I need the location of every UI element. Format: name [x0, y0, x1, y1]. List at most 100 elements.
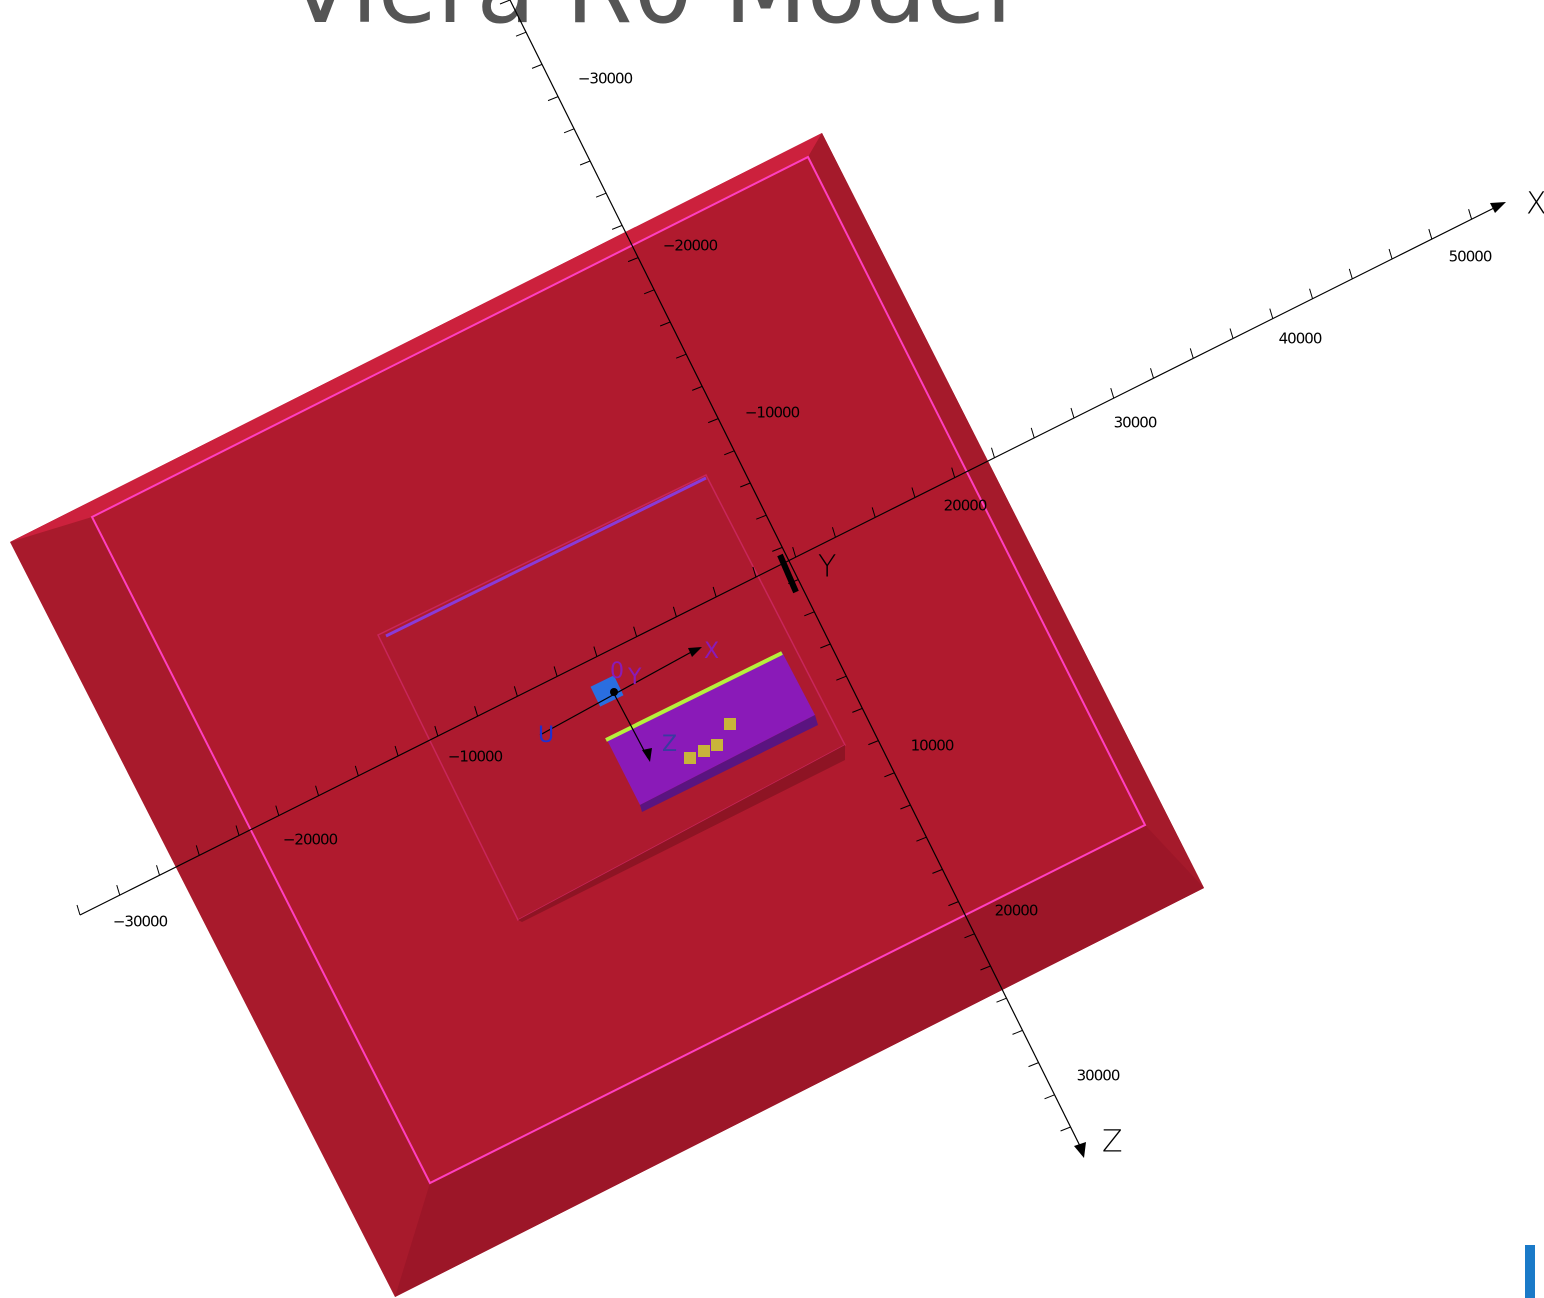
x-tick-mark [156, 865, 160, 876]
z-tick-mark [1060, 1126, 1071, 1132]
z-tick-label: −10000 [745, 404, 800, 422]
box-bottom-face [395, 825, 1204, 1297]
x-tick-mark [434, 725, 439, 737]
camera-icon [590, 675, 624, 707]
x-tick-mark [1150, 368, 1154, 379]
y-axis [777, 553, 799, 594]
block-edge [640, 715, 818, 812]
z-tick-mark [563, 128, 575, 134]
x-tick-label: 30000 [1114, 414, 1157, 432]
triad-u-label: U [538, 723, 554, 748]
x-tick-label: −30000 [113, 913, 168, 931]
z-tick-mark [756, 514, 767, 520]
x-tick-mark [1269, 308, 1274, 319]
z-tick-mark [884, 772, 895, 778]
z-arrow [1074, 1142, 1086, 1158]
z-tick-mark [547, 96, 559, 102]
x-tick-mark [1428, 228, 1433, 240]
y-axis-name: Y [818, 550, 836, 585]
x-tick-mark [394, 745, 399, 757]
x-tick-mark [553, 666, 558, 677]
z-tick-mark [932, 868, 943, 874]
x-tick-mark [831, 527, 836, 538]
box-right-face [808, 133, 1204, 888]
x-arrow [1490, 202, 1506, 213]
x-tick-mark [1030, 427, 1035, 439]
z-tick-mark [692, 385, 703, 391]
x-tick-mark [315, 785, 320, 796]
triad-origin-label: 0 [610, 659, 624, 684]
plate-edge-line [385, 476, 707, 638]
triad-y-label: Y [627, 665, 642, 690]
x-axis-name: X [1526, 187, 1544, 222]
z-tick-mark [724, 450, 735, 456]
x-tick-mark [633, 626, 638, 637]
z-tick-mark [948, 901, 959, 907]
ticks [76, 0, 1473, 1132]
z-tick-mark [675, 353, 687, 359]
z-axis-name: Z [1102, 1125, 1123, 1160]
x-tick-mark [593, 646, 598, 657]
x-tick-label: 20000 [944, 497, 987, 515]
z-tick-mark [595, 192, 607, 198]
block-highlight [605, 651, 783, 742]
x-tick-mark [474, 706, 479, 717]
x-tick-mark [752, 566, 757, 578]
x-tick-mark [1110, 387, 1115, 399]
part [724, 718, 736, 730]
inner-plate-edge [518, 745, 845, 922]
z-tick-mark [611, 224, 623, 230]
x-tick-mark [513, 686, 518, 697]
z-tick-mark [579, 160, 591, 166]
z-tick-mark [1028, 1062, 1039, 1068]
x-tick-mark [871, 507, 876, 518]
z-tick-mark [659, 321, 671, 327]
x-tick-mark [1189, 348, 1194, 359]
part [711, 739, 723, 751]
x-tick-mark [1468, 209, 1473, 220]
z-tick-mark [964, 933, 975, 939]
z-tick-mark [772, 546, 783, 552]
z-tick-mark [852, 707, 863, 713]
part [684, 752, 696, 764]
z-tick-mark [643, 289, 655, 295]
x-tick-mark [275, 805, 280, 816]
title: Viera R0 Model [288, 0, 1013, 45]
block [606, 652, 815, 805]
z-tick-label: 30000 [1077, 1067, 1120, 1085]
z-tick-mark [996, 997, 1007, 1003]
z-tick-label: −30000 [578, 70, 633, 88]
triad-z-label: Z [662, 732, 677, 757]
x-tick-mark [1388, 248, 1393, 260]
z-tick-mark [900, 804, 911, 810]
triad-x-arrow [688, 647, 702, 657]
z-tick-mark [627, 257, 639, 263]
z-tick-mark [804, 611, 815, 617]
z-tick-label: 10000 [911, 737, 954, 755]
x-tick-mark [1229, 328, 1234, 339]
triad-x-label: X [704, 639, 719, 664]
part [698, 745, 710, 757]
z-tick-mark [788, 579, 799, 585]
x-tick-mark [354, 765, 359, 776]
x-tick-label: −10000 [448, 748, 503, 766]
z-tick-mark [1044, 1094, 1055, 1100]
z-tick-mark [820, 643, 831, 649]
x-axis [79, 204, 1501, 916]
x-tick-mark [792, 547, 797, 558]
z-tick-mark [740, 482, 751, 488]
z-tick-mark [980, 965, 991, 971]
x-tick-mark [1309, 288, 1314, 299]
x-tick-mark [911, 487, 916, 498]
x-tick-mark [672, 606, 677, 617]
x-tick-mark [951, 467, 956, 478]
z-tick-label: −20000 [663, 237, 718, 255]
x-tick-mark [116, 884, 121, 896]
x-tick-mark [1348, 268, 1353, 279]
z-tick-mark [531, 63, 543, 69]
z-tick-mark [868, 740, 879, 746]
x-tick-mark [235, 825, 240, 836]
x-tick-mark [195, 845, 200, 856]
z-tick-mark [708, 418, 719, 424]
